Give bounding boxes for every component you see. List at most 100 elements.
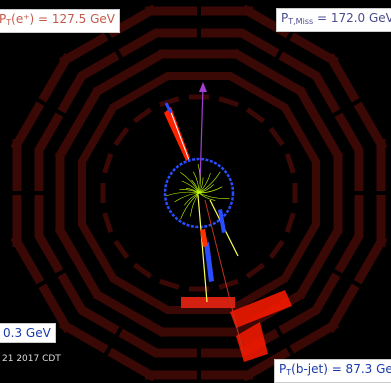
detector-segment: [118, 28, 160, 58]
bjet-chamber-hit-2: [236, 322, 268, 362]
detector-segment: [34, 195, 44, 237]
ring-segment: [268, 127, 285, 147]
electron-pt-symbol: P: [0, 12, 7, 26]
bottom-chamber-hit: [181, 297, 235, 308]
electron-deposit: [164, 107, 190, 161]
jet-deposit-blue: [204, 242, 214, 282]
electron-pt-value: (e⁺) = 127.5 GeV: [11, 12, 115, 26]
detector-wedge: [34, 232, 87, 314]
detector-segment: [77, 220, 118, 283]
partial-pt-value: 0.3 GeV: [3, 326, 51, 340]
detector-segment: [12, 195, 22, 247]
detector-wedge: [311, 72, 364, 154]
detector-segment: [280, 103, 321, 166]
detector-segment: [333, 153, 343, 233]
detector-segment: [155, 28, 197, 38]
met-arrow-line: [199, 85, 204, 185]
detector-segment: [295, 225, 344, 300]
detector-segment: [226, 71, 289, 112]
bjet-pt-label: PT(b-jet) = 87.3 GeV: [274, 359, 391, 383]
inner-ring-segments: [100, 94, 298, 292]
detector-wedge: [325, 52, 388, 152]
detector-segment: [159, 327, 239, 337]
detector-segment: [289, 319, 340, 354]
ring-segment: [133, 262, 153, 279]
detector-wedge: [376, 139, 386, 247]
detector-segment: [92, 289, 167, 338]
detector-segment: [280, 220, 321, 283]
detector-segment: [353, 234, 388, 285]
detector-wedge: [354, 149, 364, 237]
missing-pt-label: PT,Miss = 172.0 GeV: [276, 8, 391, 32]
ring-segment: [245, 107, 265, 124]
detector-segment: [58, 32, 109, 67]
detector-segment: [92, 48, 167, 97]
detector-wedge: [145, 370, 253, 380]
ring-segment: [100, 183, 106, 203]
detector-segment: [312, 160, 320, 226]
detector-segment: [57, 72, 87, 114]
track: [193, 171, 200, 194]
detector-segment: [57, 272, 87, 314]
detector-segment: [334, 232, 364, 274]
ring-segment: [133, 107, 153, 124]
detector-segment: [201, 28, 243, 38]
ring-segment: [284, 212, 296, 233]
detector-segment: [159, 49, 239, 59]
ring-segment: [159, 278, 180, 290]
detector-wedge: [34, 149, 44, 237]
ring-segment: [102, 212, 114, 233]
detector-segment: [38, 283, 73, 334]
electron-track: [168, 106, 190, 161]
ring-segment: [113, 239, 130, 259]
track: [191, 179, 200, 194]
detector-segment: [376, 195, 386, 247]
ring-segment: [189, 94, 209, 100]
track: [166, 191, 200, 197]
detector-segment: [295, 86, 344, 161]
bjet-pt-symbol: P: [279, 362, 287, 376]
track: [180, 192, 200, 220]
electron-pt-label: PT(e⁺) = 127.5 GeV: [0, 9, 120, 33]
track: [190, 192, 200, 217]
jet-line-left: [197, 194, 208, 303]
detector-segment: [34, 112, 64, 154]
detector-segment: [107, 347, 158, 381]
electron-pt-subscript: T: [6, 18, 12, 27]
bjet-pt-value: (b-jet) = 87.3 GeV: [291, 362, 391, 376]
jet-deposit-red: [200, 229, 208, 247]
detector-segment: [118, 328, 160, 358]
track: [181, 180, 200, 194]
detector-segment: [201, 6, 253, 16]
ring-segment: [218, 96, 239, 108]
detector-segment: [201, 370, 253, 380]
ring-segment: [102, 153, 114, 174]
ring-segment: [245, 262, 265, 279]
detector-segment: [334, 112, 364, 154]
detector-wedge: [12, 139, 22, 247]
detector-wedge: [155, 348, 243, 358]
track: [184, 192, 200, 206]
detector-segment: [34, 232, 64, 274]
ring-segment: [113, 127, 130, 147]
timestamp: 21 2017 CDT: [2, 354, 61, 364]
detector-segment: [166, 72, 232, 80]
detector-segment: [145, 370, 197, 380]
missing-pt-symbol: P: [281, 11, 289, 25]
detector-segment: [231, 48, 306, 97]
detector-segment: [10, 101, 45, 152]
detector-wedge: [78, 28, 160, 81]
detector-segment: [109, 274, 172, 315]
electron-blue-segment: [164, 102, 173, 114]
bjet-line: [204, 199, 244, 353]
detector-wedge: [311, 232, 364, 314]
detector-segment: [240, 347, 291, 381]
tracker-ring: [163, 157, 235, 229]
detector-wedge: [240, 319, 340, 381]
detector-segment: [78, 51, 120, 81]
detector-segment: [77, 103, 118, 166]
ring-segment: [218, 278, 239, 290]
detector-segment: [238, 28, 280, 58]
track: [197, 163, 201, 194]
ring-segment: [268, 239, 285, 259]
